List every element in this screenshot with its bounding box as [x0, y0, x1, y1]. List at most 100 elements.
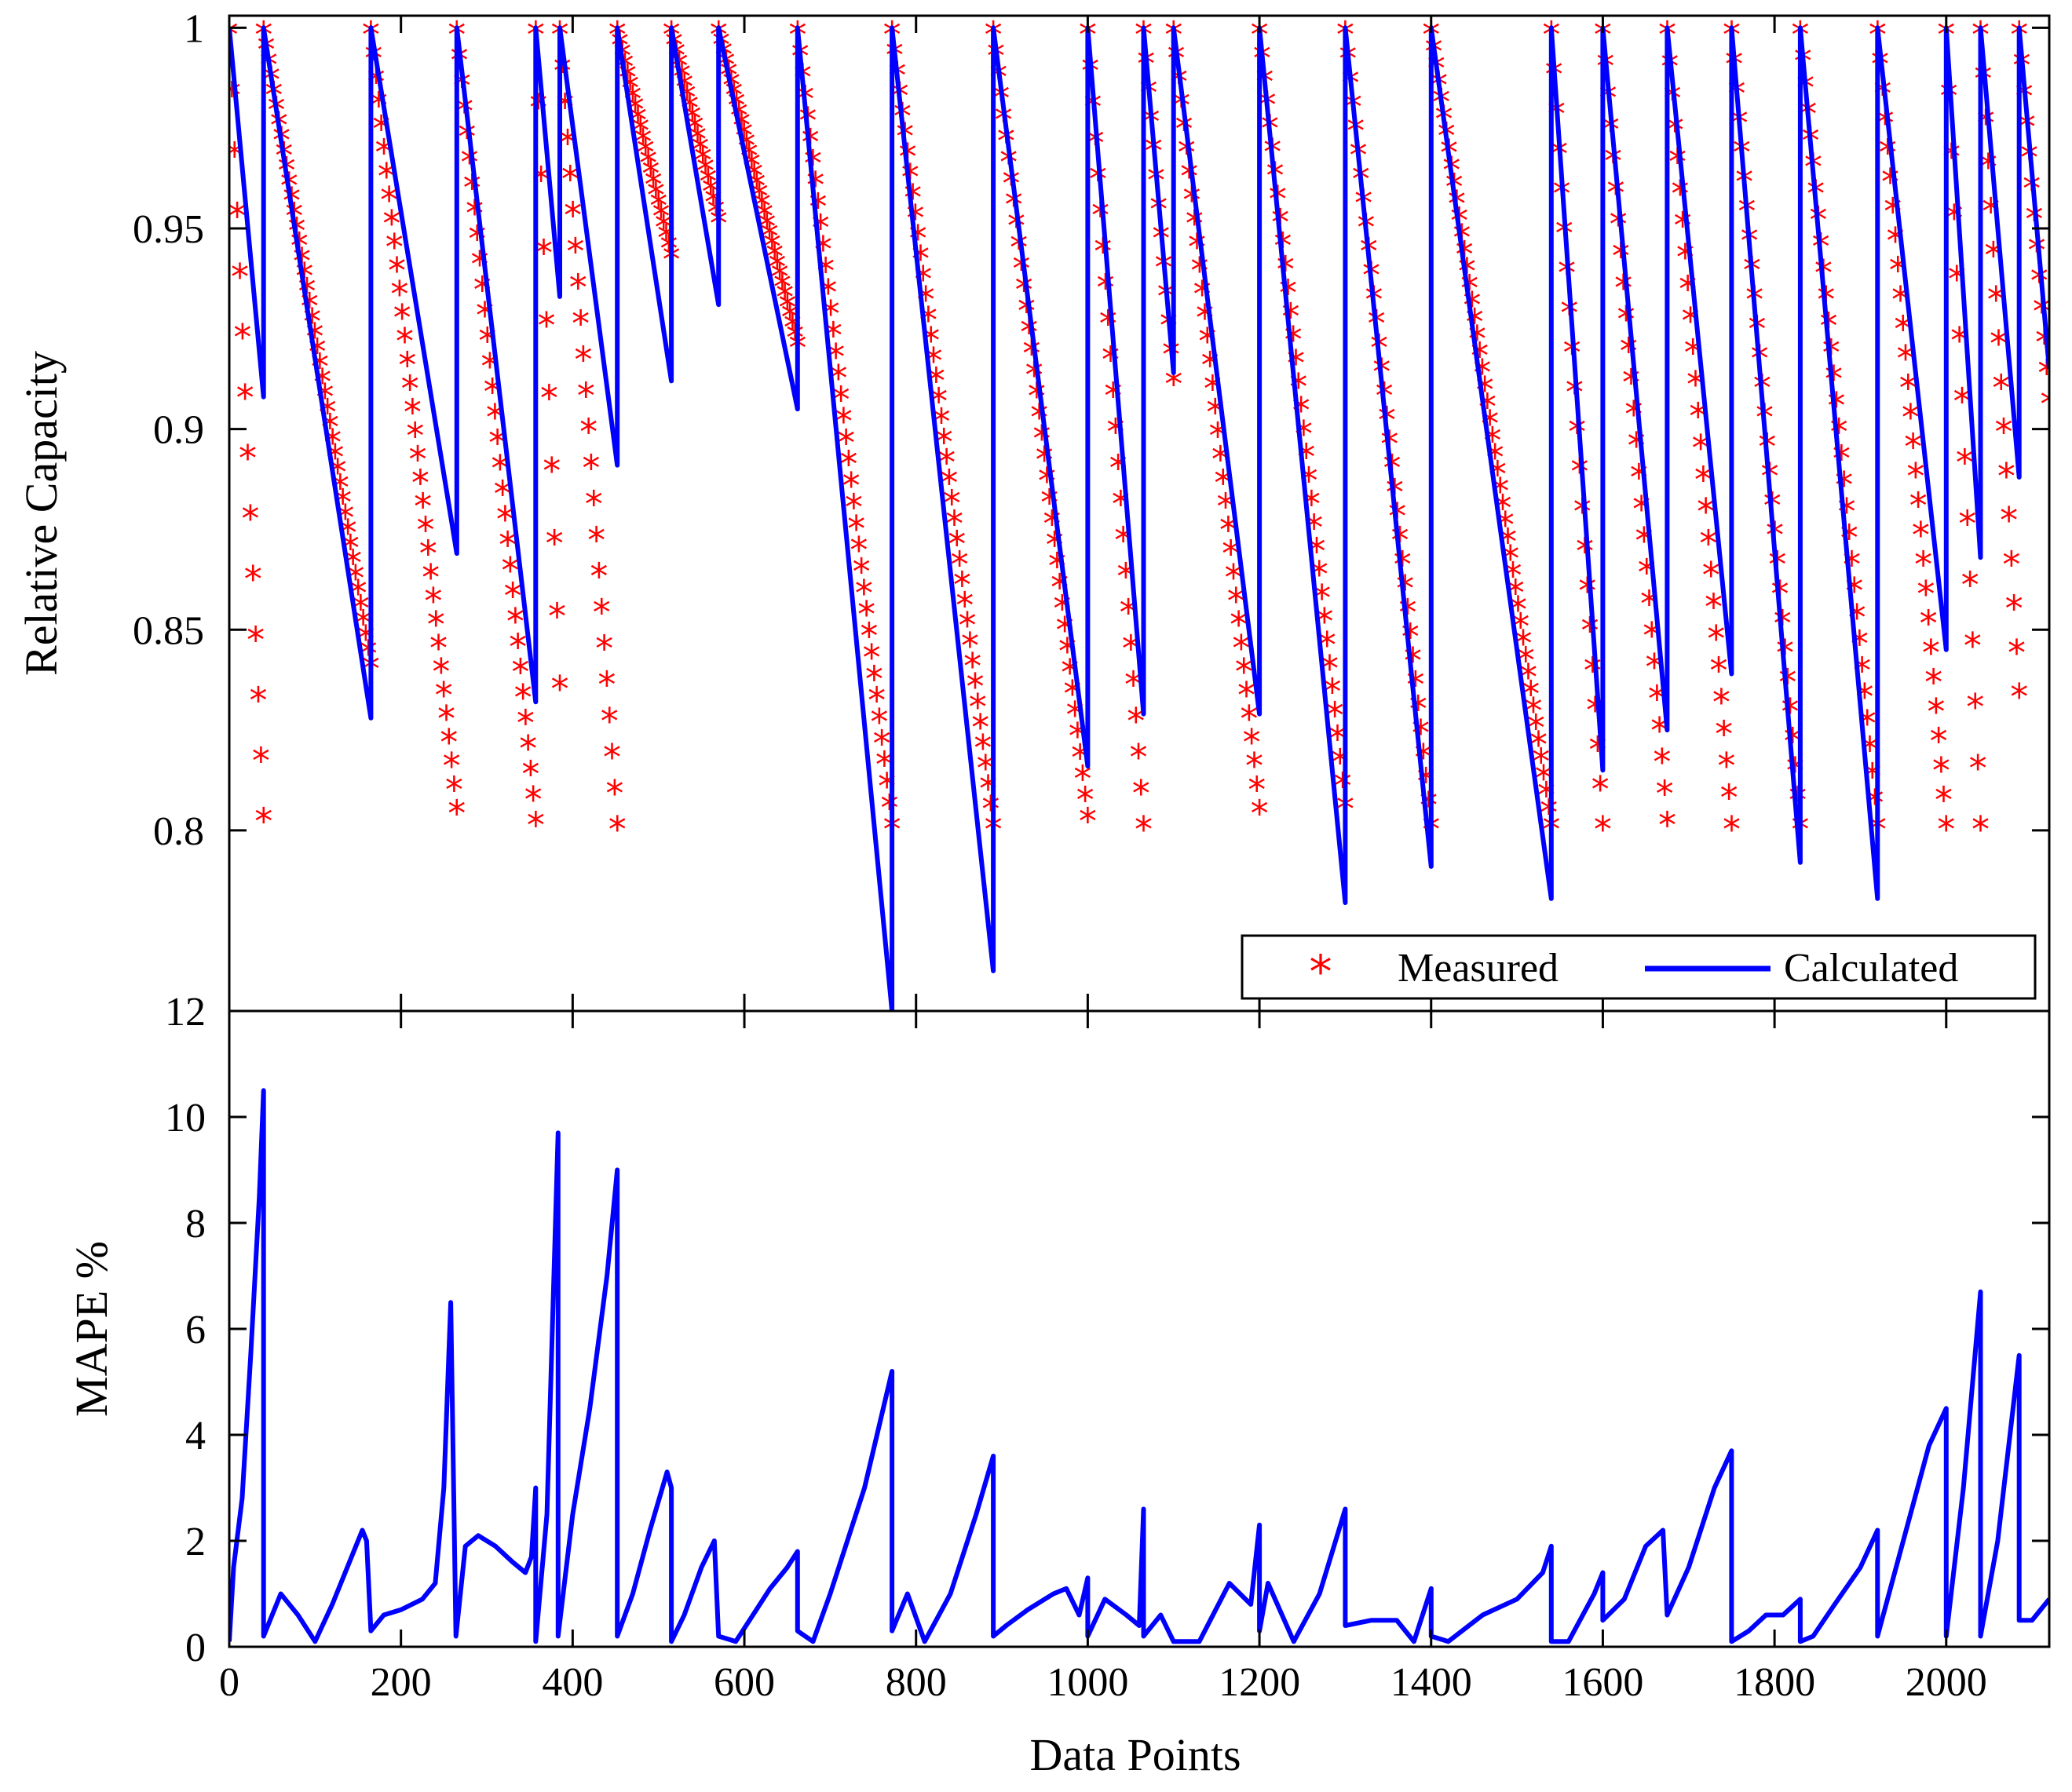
measured-point: *	[572, 303, 590, 345]
measured-point: *	[1912, 514, 1930, 557]
measured-point: *	[1927, 691, 1945, 733]
measured-point: *	[1904, 425, 1922, 468]
measured-point: *	[639, 142, 657, 184]
measured-point: *	[1656, 772, 1674, 815]
measured-point: *	[652, 195, 670, 238]
measured-point: *	[1591, 768, 1610, 811]
measured-point: *	[1922, 632, 1940, 674]
measured-point: *	[863, 637, 881, 679]
measured-point: *	[535, 232, 553, 274]
measured-point: *	[252, 739, 270, 782]
measured-point: *	[956, 584, 974, 626]
measured-point: *	[1694, 458, 1712, 501]
measured-point: *	[1896, 338, 1914, 380]
measured-point: *	[1710, 649, 1728, 692]
measured-point: *	[2008, 632, 2026, 674]
measured-point: *	[1992, 367, 2010, 409]
measured-point: *	[440, 721, 458, 764]
measured-point: *	[1232, 627, 1250, 670]
measured-point: *	[244, 558, 262, 600]
top-y-tick-label: 0.8	[153, 809, 204, 854]
mape-series	[229, 1088, 2049, 1644]
measured-point: *	[1914, 543, 1932, 586]
measured-point: *	[601, 700, 619, 743]
measured-point: *	[1245, 745, 1263, 787]
measured-point: *	[1237, 674, 1255, 717]
measured-point: *	[1222, 533, 1240, 575]
measured-point: *	[1917, 573, 1935, 615]
measured-point: *	[977, 747, 995, 790]
legend-box	[1241, 934, 2037, 1000]
measured-point: *	[1532, 741, 1550, 783]
measured-point: *	[1227, 580, 1245, 622]
measured-point: *	[506, 600, 524, 643]
measured-point: *	[380, 179, 398, 221]
measured-point: *	[247, 619, 265, 661]
top-axis-ticks: 0.8 0.85 0.9 0.95 1	[133, 6, 2049, 1011]
measured-point: *	[1937, 808, 1955, 851]
measured-point: *	[231, 256, 249, 298]
measured-point: *	[645, 163, 663, 206]
measured-point: *	[870, 701, 888, 743]
measured-point: *	[961, 625, 979, 667]
measured-point: *	[1697, 491, 1715, 533]
measured-point: *	[771, 256, 789, 298]
measured-point: *	[1909, 484, 1928, 527]
measured-point: *	[419, 533, 437, 575]
measured-point: *	[778, 287, 796, 329]
measured-point: *	[647, 174, 665, 217]
bottom-y-tick-label: 2	[185, 1520, 206, 1564]
measured-point: *	[853, 550, 871, 593]
bottom-y-tick-label: 8	[185, 1202, 206, 1246]
measured-point: *	[427, 604, 445, 646]
measured-point: *	[550, 668, 568, 710]
x-tick-label: 1600	[1562, 1660, 1643, 1705]
measured-point: *	[1594, 808, 1612, 851]
measured-point: *	[382, 203, 400, 245]
measured-point: *	[603, 736, 621, 779]
measured-point: *	[390, 273, 408, 316]
measured-point: *	[963, 645, 981, 688]
measured-point: *	[699, 160, 717, 203]
measured-point: *	[540, 377, 558, 419]
measured-point: *	[569, 267, 587, 309]
measured-point: *	[637, 131, 655, 173]
measured-point: *	[579, 411, 597, 454]
measured-point: *	[837, 422, 855, 464]
measured-point: *	[1995, 411, 2013, 454]
measured-point: *	[585, 484, 603, 526]
measured-point: *	[393, 297, 411, 339]
measured-point: *	[429, 627, 448, 670]
measured-point: *	[404, 391, 422, 433]
measured-point: *	[845, 486, 863, 528]
measured-point: *	[857, 593, 875, 636]
measured-point: *	[1230, 604, 1248, 646]
measured-point: *	[517, 703, 535, 745]
measured-point: *	[1692, 427, 1710, 469]
measured-point: *	[839, 443, 857, 486]
measured-point: *	[1920, 602, 1938, 644]
measured-point: *	[860, 615, 878, 658]
measured-point: *	[574, 339, 592, 381]
measured-point: *	[548, 595, 566, 637]
measured-point: *	[966, 666, 984, 708]
bottom-y-tick-label: 6	[185, 1308, 206, 1352]
measured-point: *	[1717, 745, 1735, 787]
measured-point: *	[951, 543, 969, 586]
measured-point: *	[1705, 586, 1723, 628]
measured-point: *	[835, 400, 853, 443]
measured-point: *	[494, 473, 512, 515]
x-tick-label: 1800	[1734, 1660, 1815, 1705]
measured-point: *	[1653, 741, 1671, 783]
x-tick-label: 1200	[1219, 1660, 1300, 1705]
measured-point: *	[239, 437, 257, 480]
measured-point: *	[221, 13, 239, 56]
measured-point: *	[1529, 724, 1548, 766]
measured-point: *	[842, 465, 861, 507]
measured-point: *	[521, 754, 539, 796]
measured-point: *	[776, 276, 794, 319]
measured-point: *	[1235, 651, 1253, 693]
measured-point: *	[1127, 700, 1145, 743]
measured-point: *	[655, 206, 673, 249]
measured-point: *	[1956, 442, 1974, 484]
